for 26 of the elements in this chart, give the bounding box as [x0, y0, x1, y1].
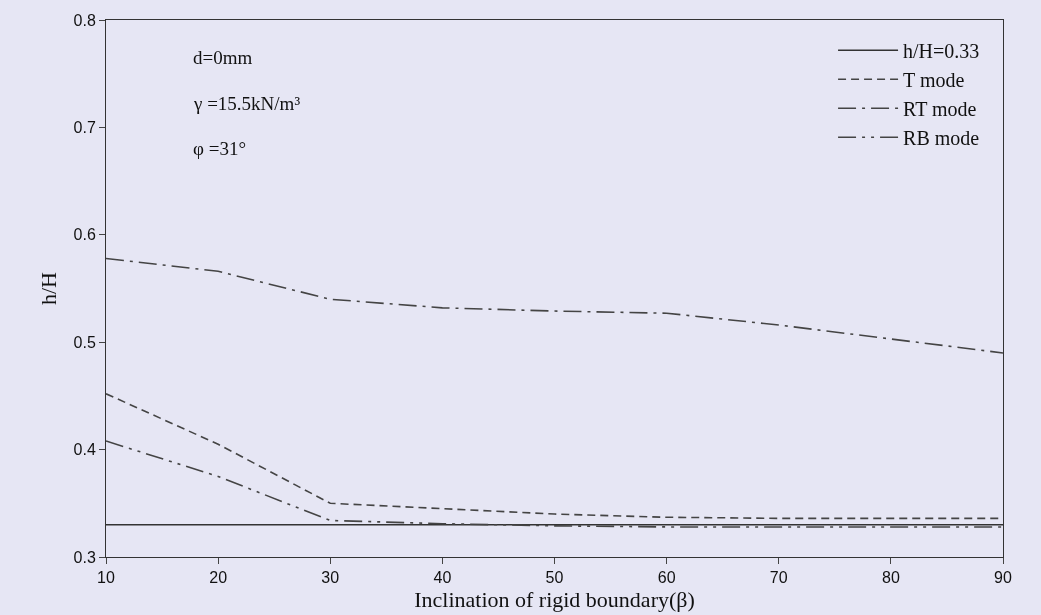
y-tick-label: 0.4 — [73, 441, 96, 459]
x-tick-label: 70 — [769, 569, 788, 587]
line-series — [106, 257, 1003, 354]
x-tick-label: 80 — [881, 569, 900, 587]
legend-label: T mode — [903, 69, 965, 92]
x-tick-label: 10 — [97, 569, 115, 587]
legend-label: h/H=0.33 — [903, 40, 980, 63]
x-tick-label: 30 — [321, 569, 340, 587]
annotation: γ =15.5kN/m³ — [193, 93, 301, 114]
y-tick-label: 0.6 — [73, 226, 96, 244]
x-axis-title: Inclination of rigid boundary(β) — [414, 587, 695, 613]
annotation: d=0mm — [193, 47, 253, 68]
x-tick-label: 20 — [209, 569, 228, 587]
annotation: φ =31° — [193, 138, 247, 159]
x-tick-label: 40 — [433, 569, 452, 587]
x-tick-label: 60 — [657, 569, 676, 587]
legend-label: RT mode — [903, 98, 977, 121]
y-tick-label: 0.7 — [73, 119, 96, 136]
y-tick-label: 0.3 — [73, 548, 96, 566]
y-tick-label: 0.5 — [73, 333, 96, 351]
legend-label: RB mode — [903, 127, 980, 150]
y-tick-label: 0.8 — [73, 11, 96, 29]
line-series — [106, 440, 1003, 528]
y-axis-title: h/H — [36, 271, 62, 305]
x-tick-label: 50 — [545, 569, 564, 587]
x-tick-label: 90 — [994, 569, 1012, 587]
